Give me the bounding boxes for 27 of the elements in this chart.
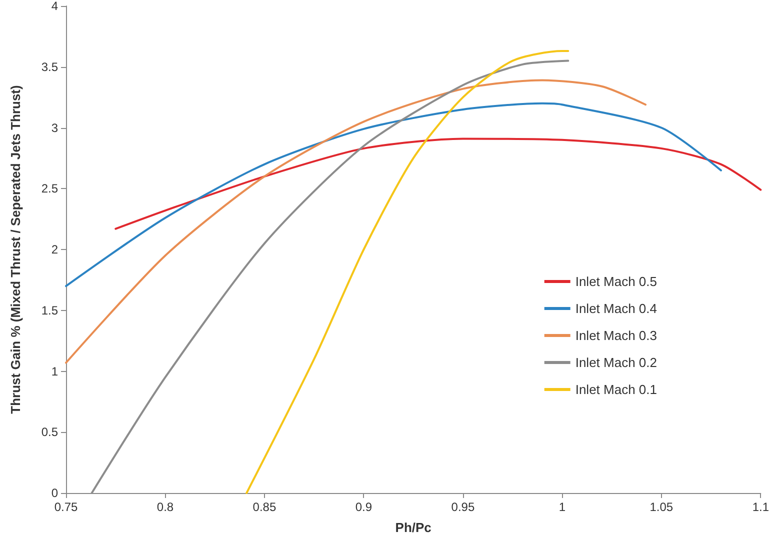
y-tick-label: 4	[51, 0, 58, 13]
legend-label: Inlet Mach 0.3	[575, 328, 657, 343]
y-tick-label: 2	[51, 242, 58, 256]
x-tick-label: 0.85	[252, 500, 276, 514]
y-axis-title: Thrust Gain % (Mixed Thrust / Seperated Jets Thrust)	[8, 85, 23, 414]
y-tick-label: 0.5	[41, 425, 58, 440]
legend-label: Inlet Mach 0.4	[575, 301, 657, 316]
y-tick-label: 3	[51, 120, 58, 135]
legend-label: Inlet Mach 0.5	[575, 274, 657, 289]
y-tick-label: 0	[51, 486, 58, 500]
x-tick-label: 0.8	[156, 500, 174, 514]
y-tick-label: 3.5	[41, 60, 58, 74]
x-tick-label: 1.05	[650, 500, 674, 514]
y-tick-label: 1.5	[41, 303, 58, 318]
line-series	[65, 102, 722, 288]
line-series	[114, 138, 762, 230]
legend-label: Inlet Mach 0.2	[575, 355, 657, 370]
legend-label: Inlet Mach 0.1	[575, 382, 657, 397]
x-tick-label: 0.9	[355, 500, 372, 514]
y-tick-label: 1	[51, 364, 58, 378]
x-tick-label: 1	[558, 500, 566, 514]
x-tick-label: 0.75	[54, 500, 78, 514]
x-tick-label: 0.95	[451, 500, 475, 514]
y-tick-label: 2.5	[41, 182, 58, 196]
x-tick-label: 1.1	[752, 500, 770, 514]
line-series	[246, 50, 570, 494]
x-axis-title: Ph/Pc	[395, 520, 432, 535]
